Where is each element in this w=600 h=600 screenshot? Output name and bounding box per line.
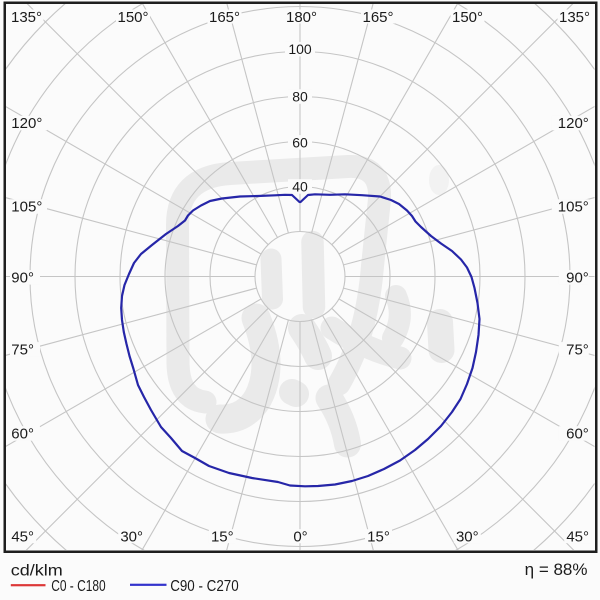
svg-text:C0 - C180: C0 - C180: [51, 578, 106, 595]
svg-text:η = 88%: η = 88%: [525, 560, 588, 579]
svg-text:90°: 90°: [566, 269, 589, 286]
svg-text:165°: 165°: [209, 9, 240, 26]
svg-text:60°: 60°: [566, 425, 589, 442]
svg-text:135°: 135°: [11, 9, 42, 26]
svg-text:60°: 60°: [11, 425, 34, 442]
svg-text:0°: 0°: [293, 529, 307, 546]
svg-text:40: 40: [292, 178, 308, 194]
svg-text:150°: 150°: [117, 9, 148, 26]
svg-text:135°: 135°: [559, 9, 590, 26]
svg-text:105°: 105°: [558, 199, 589, 216]
svg-text:120°: 120°: [11, 115, 42, 132]
svg-text:75°: 75°: [11, 341, 34, 358]
svg-text:15°: 15°: [367, 529, 390, 546]
svg-text:120°: 120°: [558, 115, 589, 132]
svg-text:150°: 150°: [452, 9, 483, 26]
svg-text:100: 100: [288, 41, 312, 57]
svg-text:60: 60: [292, 134, 308, 150]
svg-text:180°: 180°: [286, 9, 317, 26]
svg-text:30°: 30°: [120, 529, 143, 546]
svg-text:75°: 75°: [566, 341, 589, 358]
svg-text:105°: 105°: [11, 199, 42, 216]
svg-text:30°: 30°: [456, 529, 479, 546]
svg-text:15°: 15°: [211, 529, 234, 546]
svg-text:165°: 165°: [362, 9, 393, 26]
svg-text:45°: 45°: [566, 529, 589, 546]
svg-text:90°: 90°: [11, 269, 34, 286]
svg-text:C90 - C270: C90 - C270: [170, 578, 239, 595]
svg-text:45°: 45°: [11, 529, 34, 546]
svg-text:cd/klm: cd/klm: [11, 563, 63, 580]
svg-text:80: 80: [292, 89, 308, 105]
